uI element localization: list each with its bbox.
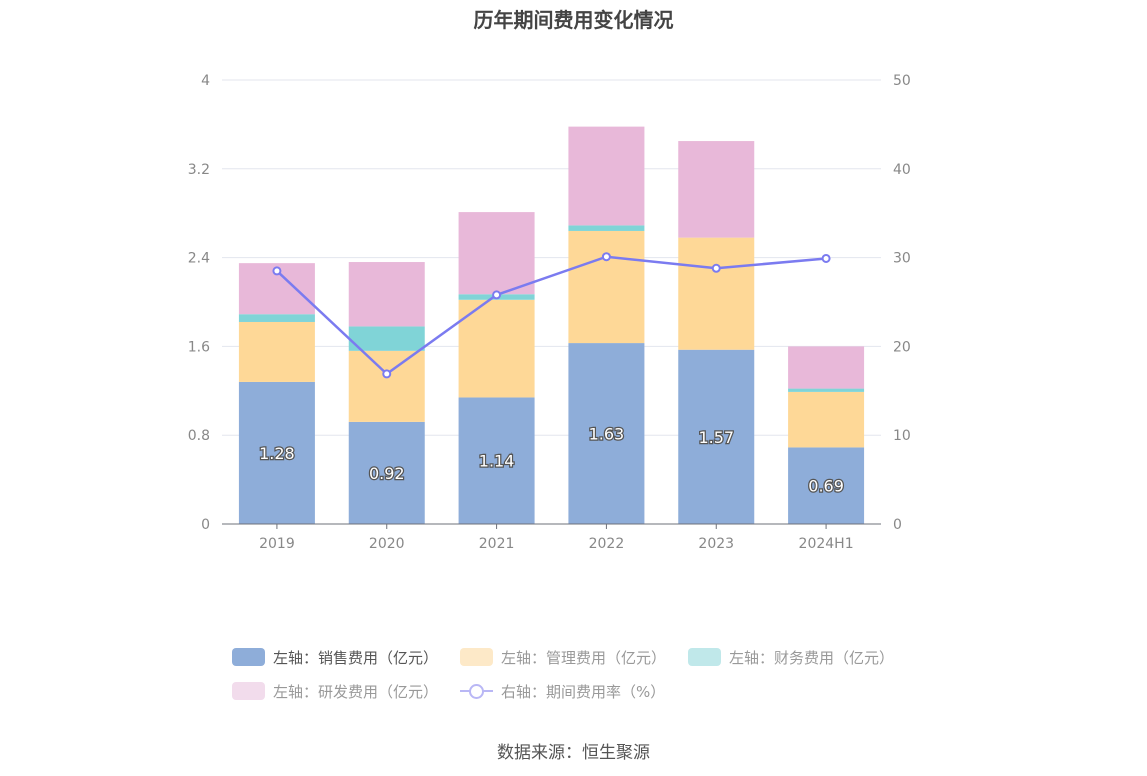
legend-row-2: 左轴：研发费用（亿元） 右轴：期间费用率（%）	[232, 674, 932, 708]
rate-point	[601, 252, 611, 262]
legend-item-admin[interactable]: 左轴：管理费用（亿元）	[460, 647, 666, 668]
right-axis-tick-label: 10	[893, 428, 911, 444]
legend-swatch-admin	[460, 648, 494, 666]
left-axis-tick-label: 0.8	[188, 428, 210, 444]
bar-segment	[458, 212, 535, 295]
data-source: 数据来源：恒生聚源	[497, 743, 650, 763]
x-axis-tick-label: 2024H1	[799, 536, 854, 552]
bar-segment	[348, 350, 425, 422]
bar-segment	[788, 388, 865, 392]
bar-segment	[678, 237, 755, 350]
right-axis-tick-label: 0	[893, 517, 902, 533]
bar-segment	[678, 141, 755, 238]
legend-swatch-sales	[232, 648, 265, 666]
rate-line	[276, 255, 827, 376]
bar-segment	[568, 225, 645, 231]
legend-item-sales[interactable]: 左轴：销售费用（亿元）	[232, 647, 438, 668]
bar-segment	[238, 321, 315, 382]
bar-segment	[348, 262, 425, 327]
legend: 左轴：销售费用（亿元） 左轴：管理费用（亿元） 左轴：财务费用（亿元） 左轴：研…	[232, 640, 932, 708]
chart-title: 历年期间费用变化情况	[473, 8, 674, 32]
right-axis-tick-label: 50	[893, 73, 911, 89]
legend-item-finance[interactable]: 左轴：财务费用（亿元）	[688, 647, 894, 668]
left-axis-tick-label: 0	[201, 517, 210, 533]
legend-label-rate: 右轴：期间费用率（%）	[501, 682, 666, 701]
bar-segment	[568, 126, 645, 226]
bar-segment	[568, 343, 645, 524]
rate-point	[382, 369, 392, 379]
legend-label-finance: 左轴：财务费用（亿元）	[729, 648, 895, 667]
rate-point	[272, 266, 282, 276]
rate-point	[711, 263, 721, 273]
bar-data-label: 1.57	[698, 428, 734, 447]
bar-segment	[788, 447, 865, 524]
legend-item-rate[interactable]: 右轴：期间费用率（%）	[460, 681, 665, 702]
bar-segment	[458, 397, 535, 524]
legend-label-sales: 左轴：销售费用（亿元）	[273, 648, 439, 667]
left-axis-tick-label: 1.6	[188, 339, 210, 355]
bar-segment	[238, 314, 315, 322]
bar-data-label: 1.14	[479, 452, 515, 471]
bar-segment	[238, 381, 315, 524]
chart-plot: 00.81.62.43.240102030405020191.2820200.9…	[188, 73, 911, 552]
legend-label-admin: 左轴：管理费用（亿元）	[501, 648, 667, 667]
bar-segment	[678, 349, 755, 524]
right-axis-tick-label: 30	[893, 251, 911, 267]
bar-segment	[568, 230, 645, 344]
bar-segment	[788, 391, 865, 448]
legend-row-1: 左轴：销售费用（亿元） 左轴：管理费用（亿元） 左轴：财务费用（亿元）	[232, 640, 932, 674]
rate-point	[821, 253, 831, 263]
left-axis-tick-label: 2.4	[188, 251, 210, 267]
bar-data-label: 0.92	[369, 464, 405, 483]
right-axis-tick-label: 40	[893, 162, 911, 178]
legend-label-rnd: 左轴：研发费用（亿元）	[273, 682, 439, 701]
bar-data-label: 1.63	[589, 425, 625, 444]
legend-swatch-finance	[688, 648, 722, 666]
legend-swatch-rnd	[232, 682, 265, 700]
right-axis-tick-label: 20	[893, 339, 911, 355]
bar-data-label: 1.28	[259, 444, 295, 463]
x-axis-tick-label: 2019	[259, 536, 295, 552]
legend-swatch-rate	[460, 682, 494, 700]
rate-point	[492, 290, 502, 300]
left-axis-tick-label: 4	[201, 73, 210, 89]
x-axis-tick-label: 2021	[479, 536, 515, 552]
x-axis-tick-label: 2023	[698, 536, 734, 552]
bar-data-label: 0.69	[808, 477, 844, 496]
bar-segment	[348, 421, 425, 524]
bar-segment	[788, 346, 865, 389]
legend-item-rnd[interactable]: 左轴：研发费用（亿元）	[232, 681, 438, 702]
bar-segment	[348, 326, 425, 351]
x-axis-tick-label: 2020	[369, 536, 405, 552]
bar-segment	[458, 299, 535, 398]
x-axis-tick-label: 2022	[589, 536, 625, 552]
left-axis-tick-label: 3.2	[188, 162, 210, 178]
